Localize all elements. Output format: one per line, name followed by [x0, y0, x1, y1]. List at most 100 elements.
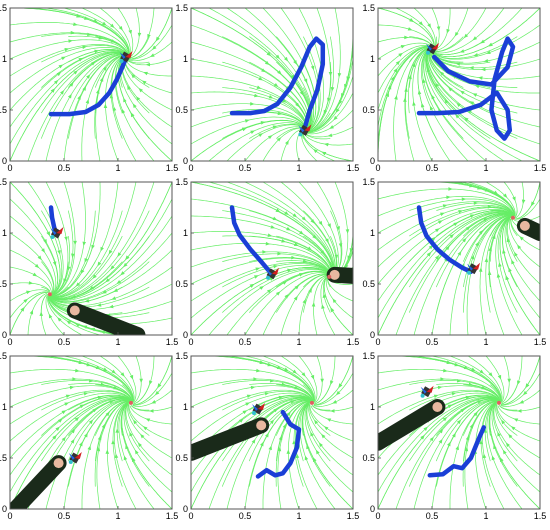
stream-arrow — [92, 408, 98, 413]
streamline — [121, 57, 172, 128]
stream-arrow — [75, 282, 81, 287]
streamline — [45, 399, 131, 509]
streamline — [431, 41, 540, 64]
stream-arrow — [96, 303, 102, 307]
stream-arrow — [455, 445, 459, 451]
streamline — [323, 277, 353, 335]
stream-arrow — [307, 246, 312, 251]
human-hand — [432, 402, 443, 412]
human-hand — [329, 269, 340, 280]
stream-arrow — [151, 400, 157, 404]
robot-end-effector — [251, 403, 265, 416]
stream-arrow — [398, 52, 403, 57]
stream-arrow — [118, 26, 123, 31]
stream-arrow — [400, 45, 406, 49]
robot-joint — [251, 411, 256, 416]
streamline — [514, 210, 518, 218]
x-tick-label: 1 — [296, 163, 301, 173]
stream-arrow — [142, 426, 148, 431]
robot-y-axis — [420, 386, 427, 394]
stream-arrow — [354, 232, 358, 237]
y-tick-label: 0 — [2, 156, 7, 166]
stream-arrow — [110, 39, 116, 43]
panel-frame — [9, 7, 173, 162]
stream-arrow — [73, 70, 78, 75]
stream-arrow — [147, 33, 151, 39]
stream-arrow — [332, 298, 337, 303]
stream-arrow — [292, 369, 297, 374]
stream-arrow — [67, 266, 71, 271]
stream-arrow — [332, 400, 338, 404]
x-tick-label: 1.5 — [166, 163, 179, 173]
stream-arrow — [262, 250, 267, 254]
stream-arrow — [102, 66, 107, 71]
stream-arrow — [301, 216, 307, 221]
stream-arrow — [420, 434, 425, 440]
stream-arrow — [330, 86, 335, 92]
stream-arrow — [255, 267, 261, 271]
stream-arrow — [327, 97, 331, 103]
stream-arrow — [437, 385, 443, 390]
streamline — [262, 273, 329, 335]
stream-arrow — [411, 62, 416, 68]
streamline — [331, 182, 353, 279]
stream-arrow — [284, 211, 289, 216]
stream-arrow — [517, 409, 522, 413]
streamline — [10, 292, 48, 335]
stream-arrow — [265, 432, 269, 438]
stream-arrow — [404, 35, 409, 40]
panel-frame — [377, 7, 541, 162]
stream-arrow — [346, 76, 351, 82]
stream-arrow — [266, 51, 272, 57]
stream-arrow — [446, 195, 451, 200]
stream-arrow — [323, 142, 329, 147]
stream-arrow — [250, 385, 256, 390]
stream-arrow — [251, 438, 256, 444]
stream-arrow — [299, 230, 304, 235]
streamline — [332, 199, 353, 279]
stream-arrow — [103, 103, 108, 109]
stream-arrow — [53, 79, 59, 85]
stream-arrow — [105, 278, 110, 283]
stream-arrow — [306, 444, 310, 450]
stream-arrow — [292, 213, 298, 218]
streamline — [301, 130, 318, 161]
stream-arrow — [498, 262, 502, 267]
streamline — [296, 130, 302, 161]
stream-arrow — [69, 385, 75, 390]
stream-arrow — [275, 54, 280, 60]
y-tick-label: 0 — [183, 504, 188, 514]
y-tick-label: 0 — [370, 156, 375, 166]
stream-arrow — [29, 309, 34, 315]
y-tick-label: 0 — [2, 504, 7, 514]
y-tick-label: 1.5 — [0, 177, 7, 187]
stream-arrow — [329, 125, 334, 129]
stream-arrow — [75, 368, 80, 373]
stream-arrow — [70, 438, 75, 444]
stream-arrow — [295, 102, 300, 108]
robot-trajectory — [427, 425, 487, 478]
stream-arrow — [461, 197, 467, 201]
human-hand — [519, 220, 530, 231]
panel-frame — [377, 181, 541, 336]
stream-arrow — [117, 252, 122, 257]
streamline — [121, 402, 172, 509]
stream-arrow — [292, 439, 296, 445]
stream-arrow — [475, 241, 479, 247]
y-tick-label: 0 — [2, 330, 7, 340]
stream-arrow — [521, 199, 526, 205]
robot-y-axis — [251, 404, 258, 412]
stream-arrow — [102, 290, 107, 294]
stream-arrow — [460, 90, 465, 95]
robot-trajectory — [416, 36, 516, 141]
robot-end-effector — [420, 385, 434, 398]
stream-arrow — [517, 380, 521, 386]
stream-arrow — [23, 298, 28, 303]
stream-arrow — [48, 313, 53, 319]
robot-x-axis — [304, 124, 312, 132]
stream-arrow — [310, 431, 314, 437]
robot-y-axis — [119, 51, 126, 59]
x-tick-label: 0 — [7, 337, 12, 347]
stream-arrow — [260, 121, 266, 125]
stream-arrow — [327, 133, 333, 137]
